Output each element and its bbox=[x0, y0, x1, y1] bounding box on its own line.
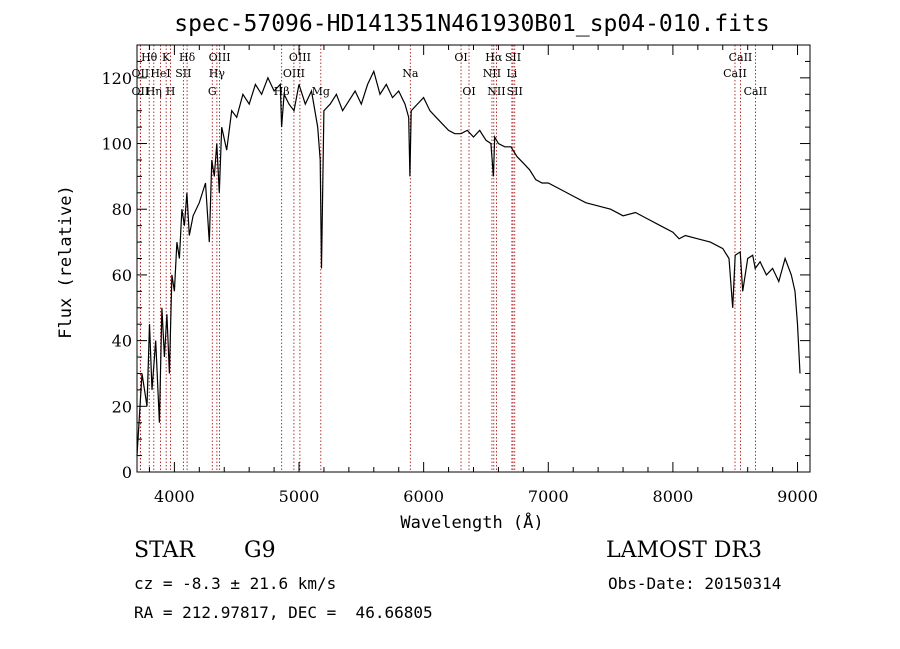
spectral-line-label: CaII bbox=[744, 85, 768, 98]
spectral-line-label: OII bbox=[132, 85, 150, 98]
x-tick-label: 9000 bbox=[777, 487, 818, 506]
spectral-line-label: SII bbox=[507, 85, 523, 98]
observation-date: Obs-Date: 20150314 bbox=[608, 574, 782, 593]
spectral-line-label: Mg bbox=[312, 85, 330, 98]
object-class: STAR bbox=[134, 538, 195, 563]
spectral-line-label: OIII bbox=[209, 51, 231, 64]
y-tick-label: 120 bbox=[101, 69, 132, 88]
redshift-cz: cz = -8.3 ± 21.6 km/s bbox=[134, 574, 337, 593]
y-tick-label: 60 bbox=[112, 266, 132, 285]
spectral-line-label: CaII bbox=[723, 67, 747, 80]
spectral-line-label: Hα bbox=[485, 51, 503, 64]
axis-ticks bbox=[137, 44, 810, 473]
x-tick-label: 7000 bbox=[528, 487, 569, 506]
spectral-line-label: OII bbox=[132, 67, 150, 80]
x-tick-label: 5000 bbox=[279, 487, 320, 506]
axis-tick-labels: 4000 5000 6000 7000 8000 9000 0 20 40 60 80 100 120 bbox=[101, 69, 817, 506]
coordinates: RA = 212.97817, DEC = 46.66805 bbox=[134, 603, 433, 622]
y-tick-label: 100 bbox=[101, 135, 132, 154]
spectral-lines-layer bbox=[139, 45, 756, 472]
x-tick-label: 8000 bbox=[653, 487, 694, 506]
spectral-line-label: Hβ bbox=[274, 85, 290, 98]
spectral-line-label: Hδ bbox=[179, 51, 196, 64]
y-axis-label: Flux (relative) bbox=[56, 185, 76, 339]
spectral-line-label: NII bbox=[483, 67, 501, 80]
plot-frame bbox=[136, 44, 811, 473]
x-axis-label: Wavelength (Å) bbox=[400, 511, 543, 533]
spectral-line-label: NII bbox=[487, 85, 505, 98]
spectral-line-label: OI bbox=[462, 85, 475, 98]
spectral-line-label: OIII bbox=[283, 67, 305, 80]
spectrum-trace bbox=[136, 69, 801, 456]
spectral-line-label: OI bbox=[454, 51, 467, 64]
spectral-line-label: Hγ bbox=[209, 67, 226, 80]
spectral-line-label: SII bbox=[175, 67, 191, 80]
y-tick-label: 80 bbox=[112, 200, 132, 219]
y-tick-label: 40 bbox=[112, 332, 132, 351]
spectral-line-label: Hθ bbox=[141, 51, 158, 64]
spectral-line-label: Na bbox=[402, 67, 419, 80]
spectral-subclass: G9 bbox=[244, 538, 276, 563]
spectral-line-label: Hη bbox=[146, 85, 162, 98]
y-tick-label: 0 bbox=[122, 463, 132, 482]
spectral-line-label: HeI bbox=[150, 67, 170, 80]
spectral-line-label: SII bbox=[505, 51, 521, 64]
spectral-line-label: K bbox=[162, 51, 171, 64]
spectral-line-label: G bbox=[208, 85, 217, 98]
x-tick-label: 4000 bbox=[154, 487, 195, 506]
spectral-line-label: CaII bbox=[729, 51, 753, 64]
spectral-line-label: Li bbox=[506, 67, 517, 80]
spectral-line-label: H bbox=[166, 85, 176, 98]
spectral-line-label: OIII bbox=[289, 51, 311, 64]
chart-title: spec-57096-HD141351N461930B01_sp04-010.f… bbox=[174, 11, 769, 37]
survey-name: LAMOST DR3 bbox=[606, 538, 762, 563]
x-tick-label: 6000 bbox=[403, 487, 444, 506]
y-tick-label: 20 bbox=[112, 397, 132, 416]
